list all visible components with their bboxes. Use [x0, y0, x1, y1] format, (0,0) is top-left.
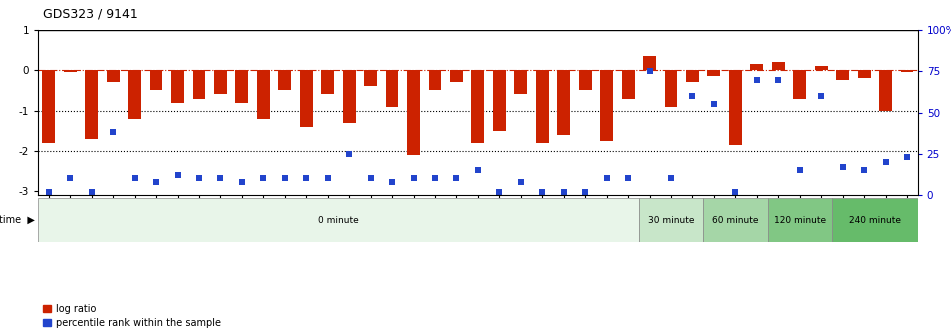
Text: GDS323 / 9141: GDS323 / 9141 — [43, 7, 138, 20]
Bar — [535, 71, 549, 143]
Text: 240 minute: 240 minute — [849, 216, 901, 224]
Point — [599, 176, 614, 181]
Point — [384, 179, 399, 184]
Point — [857, 168, 872, 173]
Bar — [43, 71, 55, 143]
Point — [320, 176, 336, 181]
Bar — [815, 67, 827, 71]
Point — [685, 93, 700, 99]
Point — [707, 101, 722, 107]
Bar — [493, 71, 506, 131]
Bar — [514, 71, 527, 94]
Bar — [429, 71, 441, 90]
Point — [642, 69, 657, 74]
Point — [213, 176, 228, 181]
Point — [792, 168, 807, 173]
Point — [770, 77, 786, 82]
Point — [63, 176, 78, 181]
Point — [363, 176, 378, 181]
Point — [749, 77, 765, 82]
Bar — [879, 71, 892, 111]
Bar — [557, 71, 571, 135]
Point — [427, 176, 442, 181]
Point — [514, 179, 529, 184]
Bar — [686, 71, 699, 82]
Bar — [708, 71, 720, 76]
Bar — [832, 198, 918, 242]
Point — [878, 159, 893, 165]
Bar — [86, 71, 98, 139]
Point — [341, 151, 357, 156]
Bar — [836, 71, 849, 80]
Bar — [385, 71, 398, 107]
Bar — [728, 71, 742, 145]
Point — [170, 172, 185, 178]
Point — [256, 176, 271, 181]
Bar — [793, 71, 806, 98]
Bar — [279, 71, 291, 90]
Point — [234, 179, 249, 184]
Point — [664, 176, 679, 181]
Text: 60 minute: 60 minute — [712, 216, 759, 224]
Point — [106, 130, 121, 135]
Bar — [236, 71, 248, 102]
Point — [470, 168, 485, 173]
Point — [492, 189, 507, 194]
Bar — [750, 65, 764, 71]
Bar — [639, 198, 703, 242]
Point — [406, 176, 421, 181]
Point — [84, 189, 99, 194]
Bar — [767, 198, 832, 242]
Point — [728, 189, 743, 194]
Point — [577, 189, 592, 194]
Bar — [643, 56, 656, 71]
Text: 120 minute: 120 minute — [774, 216, 825, 224]
Bar — [171, 71, 184, 102]
Bar — [300, 71, 313, 127]
Point — [556, 189, 572, 194]
Point — [900, 154, 915, 160]
Point — [835, 164, 850, 170]
Bar — [321, 71, 334, 94]
Bar — [665, 71, 677, 107]
Bar — [858, 71, 870, 78]
Point — [148, 179, 164, 184]
Bar — [64, 71, 77, 72]
Text: 30 minute: 30 minute — [648, 216, 694, 224]
Bar — [772, 62, 785, 71]
Bar — [342, 71, 356, 123]
Text: time  ▶: time ▶ — [0, 215, 35, 225]
Bar — [622, 71, 634, 98]
Bar — [407, 71, 420, 155]
Bar — [149, 71, 163, 90]
Bar — [579, 71, 592, 90]
Point — [813, 93, 828, 99]
Bar — [600, 71, 613, 141]
Bar — [364, 71, 377, 86]
Point — [277, 176, 292, 181]
Bar — [472, 71, 484, 143]
Bar — [450, 71, 463, 82]
Bar — [703, 198, 767, 242]
Point — [299, 176, 314, 181]
Bar — [257, 71, 270, 119]
Bar — [901, 71, 913, 72]
Text: 0 minute: 0 minute — [318, 216, 359, 224]
Bar — [107, 71, 120, 82]
Point — [191, 176, 206, 181]
Legend: log ratio, percentile rank within the sample: log ratio, percentile rank within the sa… — [43, 304, 221, 328]
Bar — [214, 71, 227, 94]
Bar — [128, 71, 141, 119]
Point — [449, 176, 464, 181]
Point — [620, 176, 635, 181]
Point — [127, 176, 143, 181]
Point — [41, 189, 56, 194]
Point — [534, 189, 550, 194]
Bar — [38, 198, 639, 242]
Bar — [192, 71, 205, 98]
